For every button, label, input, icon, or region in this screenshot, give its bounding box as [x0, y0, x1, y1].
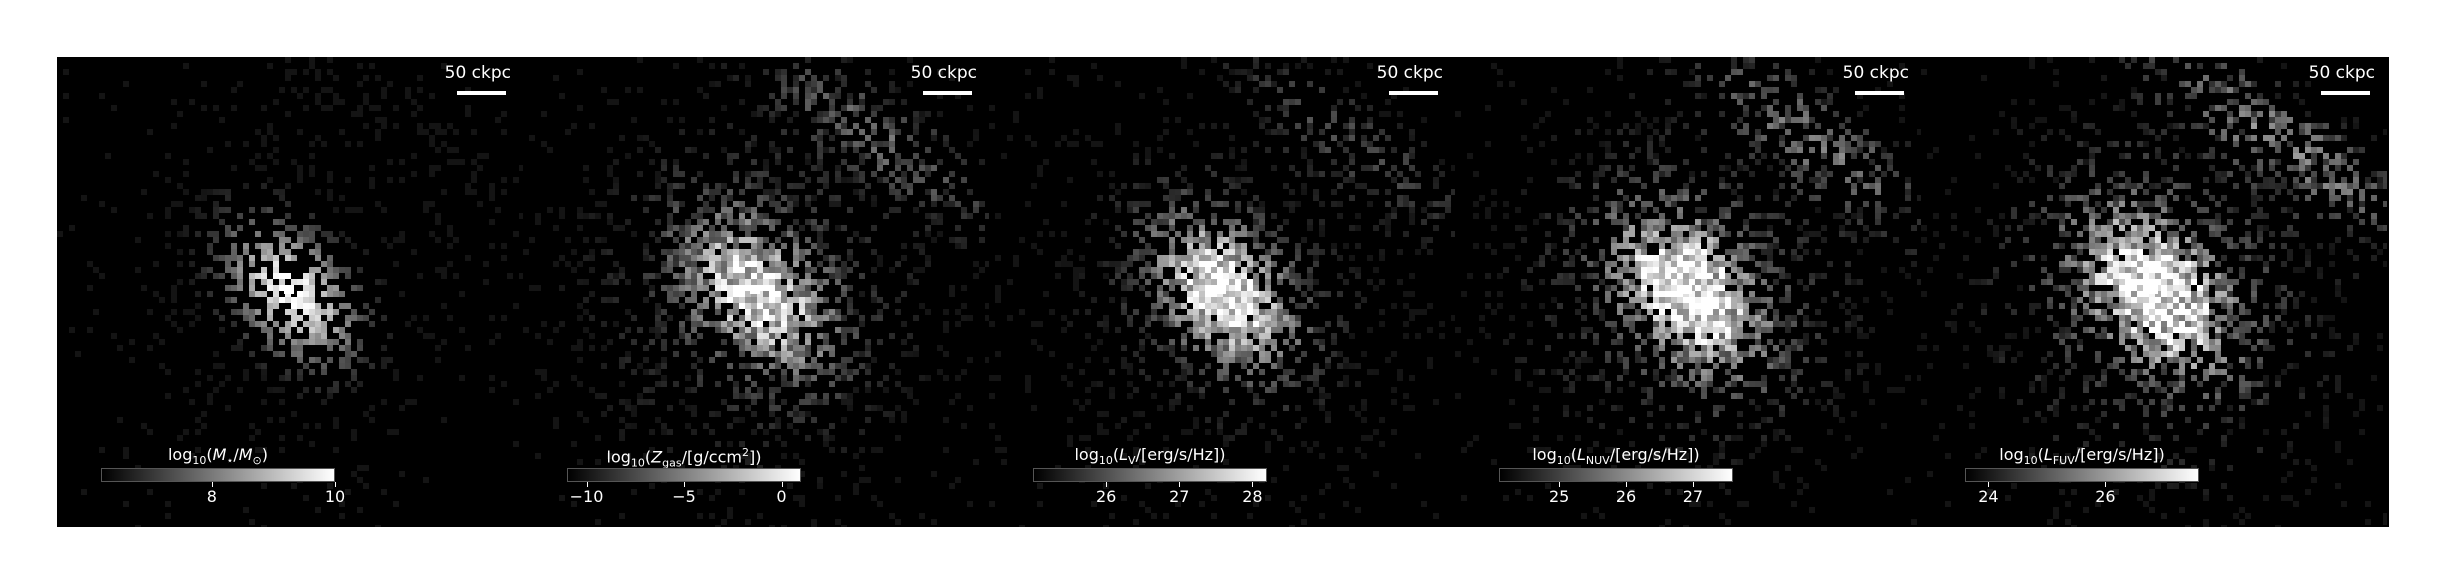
scale-bar [923, 91, 972, 95]
colorbar-tick-label: 8 [206, 487, 217, 506]
colorbar-tick [586, 482, 588, 487]
colorbar-label: log10(LNUV/[erg/s/Hz]) [1532, 445, 1700, 468]
colorbar-gradient [1499, 468, 1733, 482]
colorbar: log10(M⋆/M⊙) 8 10 [101, 445, 345, 507]
scale-label: 50 ckpc [1842, 63, 1909, 83]
colorbar-tick [781, 482, 783, 487]
colorbar-tick-label: 26 [1095, 487, 1117, 506]
colorbar-tick-label: 28 [1242, 487, 1263, 506]
colorbar-tick [1179, 482, 1181, 487]
colorbar-tick-label: 0 [776, 487, 787, 506]
colorbar-tick-label: 27 [1682, 487, 1704, 506]
map-image [1455, 57, 1921, 527]
scale-label: 50 ckpc [2308, 63, 2375, 83]
colorbar-tick-label: −10 [569, 487, 604, 506]
colorbar-tick-label: 26 [1615, 487, 1637, 506]
scale-label: 50 ckpc [444, 63, 511, 83]
colorbar-tick [1252, 482, 1254, 487]
colorbar-label: log10(LV/[erg/s/Hz]) [1074, 445, 1226, 468]
colorbar-tick [211, 482, 213, 487]
panel-stellar-mass: 50 ckpc log10(M⋆/M⊙) 8 10 [57, 57, 523, 527]
map-image [989, 57, 1455, 527]
colorbar-tick [684, 482, 685, 487]
panel-gas-metal-density: 50 ckpc log10(Zgas/[g/ccm2]) −10 −5 0 [523, 57, 989, 527]
map-image [1921, 57, 2387, 527]
map-image [57, 57, 523, 527]
colorbar-tick-label: −5 [672, 487, 696, 506]
scale-label: 50 ckpc [1376, 63, 1443, 83]
colorbar-label: log10(Zgas/[g/ccm2]) [606, 446, 762, 470]
scale-bar [1855, 91, 1904, 95]
scale-bar [457, 91, 506, 95]
scale-bar [1389, 91, 1438, 95]
colorbar-tick-label: 25 [1548, 487, 1570, 506]
panel-v-band-luminosity: 50 ckpc log10(LV/[erg/s/Hz]) 26 27 28 [989, 57, 1455, 527]
colorbar-tick [1988, 482, 1990, 487]
colorbar-label: log10(LFUV/[erg/s/Hz]) [1999, 445, 2165, 468]
colorbar-gradient [1033, 468, 1267, 482]
colorbar-tick [1692, 482, 1694, 487]
panel-nuv-luminosity: 50 ckpc log10(LNUV/[erg/s/Hz]) 25 26 27 [1455, 57, 1921, 527]
colorbar-tick-label: 27 [1169, 487, 1190, 506]
colorbar: log10(Zgas/[g/ccm2]) −10 −5 0 [567, 447, 801, 507]
colorbar: log10(LNUV/[erg/s/Hz]) 25 26 27 [1499, 447, 1733, 507]
colorbar-tick-label: 24 [1978, 487, 1999, 506]
colorbar-gradient [101, 468, 335, 482]
map-image [523, 57, 989, 527]
colorbar-tick [1106, 482, 1108, 487]
colorbar-tick [335, 482, 336, 487]
colorbar-tick [1626, 482, 1628, 487]
colorbar-tick [1559, 482, 1561, 487]
colorbar-tick-label: 10 [324, 487, 346, 506]
colorbar-gradient [567, 468, 801, 482]
panel-fuv-luminosity: 50 ckpc log10(LFUV/[erg/s/Hz]) 24 26 [1921, 57, 2387, 527]
colorbar: log10(LFUV/[erg/s/Hz]) 24 26 [1965, 447, 2199, 507]
scale-bar [2321, 91, 2370, 95]
colorbar-tick [2105, 482, 2107, 487]
scale-label: 50 ckpc [910, 63, 977, 83]
colorbar-gradient [1965, 468, 2199, 482]
colorbar-label: log10(M⋆/M⊙) [167, 445, 268, 468]
colorbar-tick-label: 26 [2095, 487, 2116, 506]
galaxy-map-figure: 50 ckpc log10(M⋆/M⊙) 8 10 50 ckpc log10(Zgas/… [57, 57, 2389, 527]
colorbar: log10(LV/[erg/s/Hz]) 26 27 28 [1033, 447, 1267, 507]
